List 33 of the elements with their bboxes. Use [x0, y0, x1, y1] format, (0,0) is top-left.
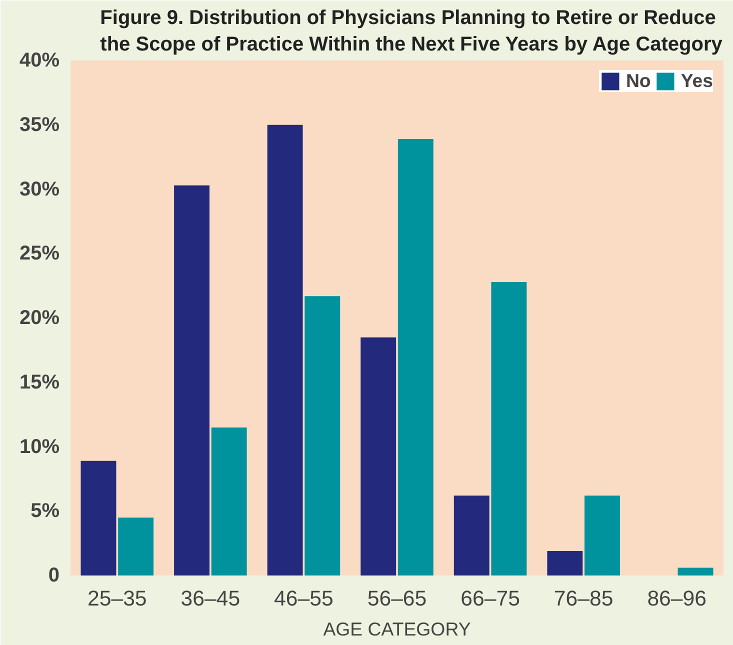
- y-tick-label: 15%: [19, 371, 60, 394]
- x-tick-label: 66–75: [460, 586, 520, 610]
- y-tick-label: 5%: [30, 500, 60, 522]
- bar: [267, 124, 303, 576]
- bar: [80, 460, 116, 576]
- bar: [211, 427, 247, 576]
- bar: [360, 337, 396, 576]
- x-axis-title: AGE CATEGORY: [323, 618, 472, 640]
- y-tick-label: 25%: [19, 242, 60, 265]
- bar: [304, 296, 340, 576]
- x-tick-label: 25–35: [87, 586, 147, 610]
- y-tick-label: 40%: [19, 50, 60, 72]
- bar: [398, 139, 434, 576]
- x-tick-label: 36–45: [180, 586, 240, 610]
- y-tick-label: 10%: [19, 436, 60, 458]
- y-tick-label: 0: [48, 564, 60, 586]
- bar: [454, 496, 490, 576]
- bar: [678, 568, 714, 576]
- x-tick-label: 86–96: [647, 586, 707, 610]
- bar: [118, 518, 154, 576]
- bar: [547, 551, 583, 576]
- x-tick-label: 56–65: [367, 586, 427, 610]
- chart-title: Figure 9. Distribution of Physicians Planning to Retire or Reduce the Scope of Practice Within the Next Five Years by Age Category: [100, 7, 724, 56]
- x-tick-label: 76–85: [554, 586, 614, 610]
- bar: [491, 282, 527, 576]
- bar: [584, 496, 620, 576]
- x-tick-label: 46–55: [274, 586, 334, 610]
- bar: [174, 185, 210, 576]
- y-tick-label: 20%: [19, 307, 60, 329]
- legend-label: No: [626, 70, 651, 92]
- y-tick-label: 35%: [19, 114, 60, 136]
- legend-label: Yes: [680, 70, 713, 92]
- y-tick-label: 30%: [19, 178, 60, 200]
